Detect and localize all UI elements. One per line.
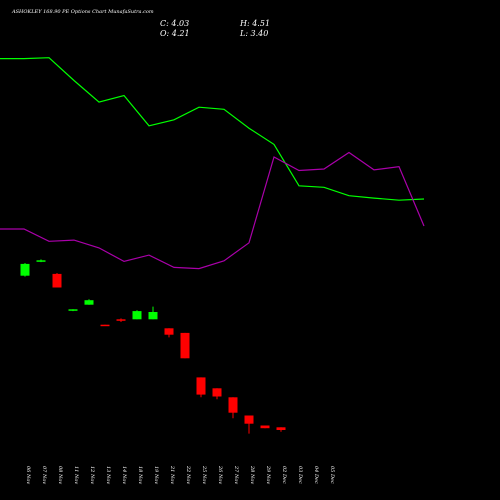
x-axis-ticks: 06 Nov 07 Nov 08 Nov 11 Nov 12 Nov 13 Nov 14 N…	[25, 465, 335, 484]
x-tick-label: 03 Dec	[297, 466, 303, 484]
candle-body	[164, 328, 174, 335]
x-tick-label: 19 Nov	[153, 466, 159, 484]
high-value: H: 4.51	[239, 19, 270, 28]
candle-body	[180, 332, 190, 359]
x-tick-label: 12 Nov	[89, 466, 95, 484]
x-tick-label: 27 Nov	[233, 465, 239, 484]
x-tick-label: 26 Nov	[217, 465, 223, 484]
x-tick-label: 22 Nov	[185, 465, 191, 484]
x-tick-label: 02 Dec	[281, 466, 287, 484]
candle-body	[68, 309, 78, 311]
indicator-lines	[0, 57, 425, 270]
low-value: L: 3.40	[239, 29, 268, 38]
candle-body	[196, 377, 206, 395]
x-tick-label: 21 Nov	[169, 465, 175, 484]
candle-body	[100, 324, 110, 327]
candle-body	[260, 425, 270, 429]
candle-body	[132, 311, 142, 320]
candle-body	[116, 319, 126, 321]
open-value: O: 4.21	[160, 29, 190, 38]
candle-body	[36, 260, 46, 262]
candle-body	[84, 300, 94, 305]
x-tick-label: 14 Nov	[121, 466, 127, 484]
x-tick-label: 25 Nov	[201, 465, 207, 484]
chart-title: ASHOKLEY 168.90 PE Options Chart MunafaS…	[11, 9, 154, 15]
x-tick-label: 07 Nov	[41, 466, 47, 484]
x-tick-label: 04 Dec	[313, 466, 319, 484]
candle-body	[228, 397, 238, 413]
x-tick-label: 29 Nov	[265, 465, 271, 484]
green-indicator-line	[0, 57, 425, 201]
x-tick-label: 06 Nov	[25, 466, 31, 484]
x-tick-label: 11 Nov	[73, 466, 79, 484]
candle-body	[212, 388, 222, 397]
purple-indicator-line	[0, 151, 425, 270]
candle-body	[276, 427, 286, 430]
candle-body	[20, 263, 30, 276]
x-tick-label: 18 Nov	[137, 466, 143, 484]
close-value: C: 4.03	[160, 19, 189, 28]
candle-body	[244, 415, 254, 424]
candle-body	[148, 312, 158, 320]
candles	[20, 259, 286, 434]
x-tick-label: 05 Dec	[329, 466, 335, 484]
x-tick-label: 28 Nov	[249, 465, 255, 484]
x-tick-label: 13 Nov	[105, 466, 111, 484]
candle-body	[52, 273, 62, 288]
x-tick-label: 08 Nov	[57, 466, 63, 484]
